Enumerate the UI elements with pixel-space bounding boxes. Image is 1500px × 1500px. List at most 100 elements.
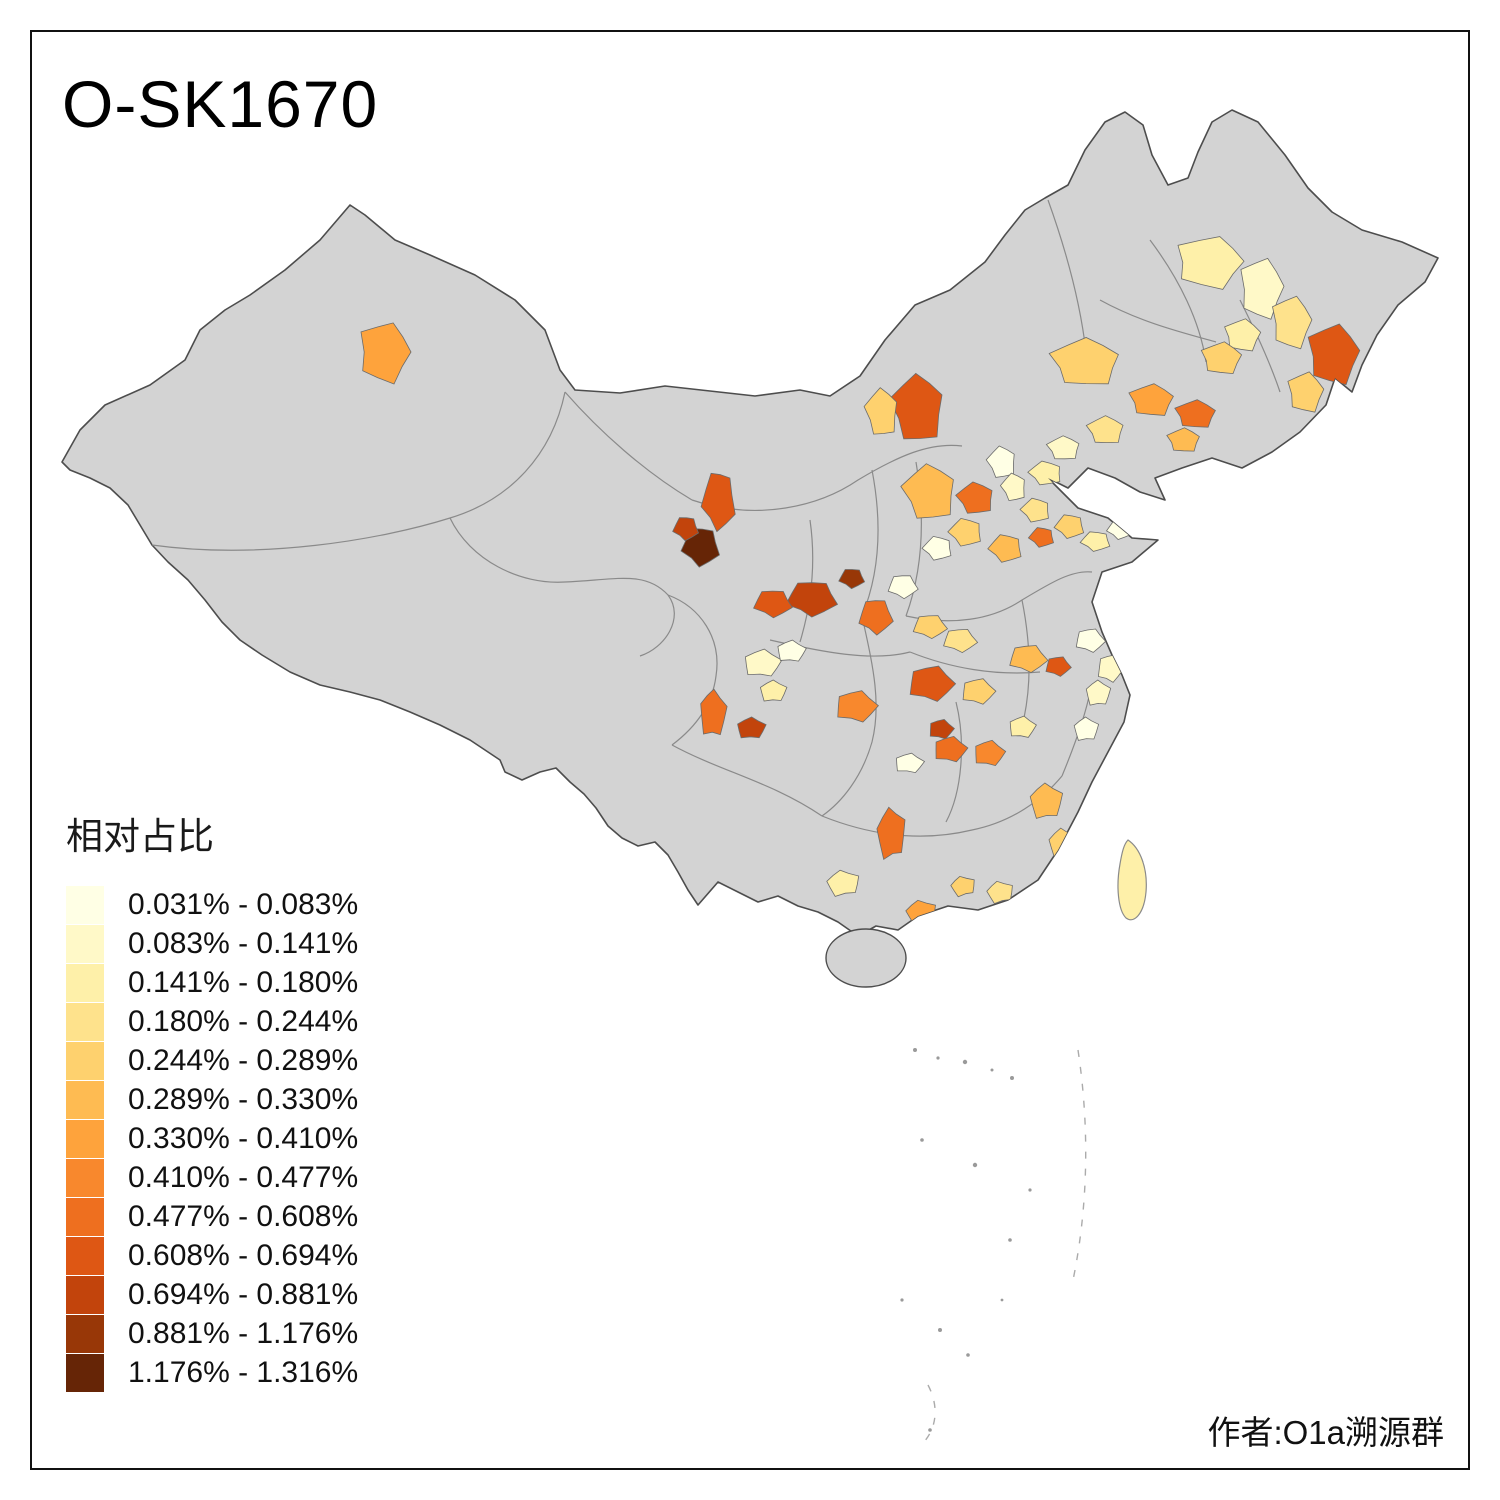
map-region — [1240, 257, 1285, 320]
legend-item: 0.244% - 0.289% — [66, 1042, 358, 1080]
legend-label: 0.477% - 0.608% — [128, 1200, 359, 1233]
legend-item: 0.694% - 0.881% — [66, 1276, 358, 1314]
map-region — [987, 534, 1022, 563]
map-region — [896, 752, 926, 774]
province-borders — [151, 199, 1281, 837]
map-region — [950, 875, 975, 898]
legend-swatch — [66, 1276, 104, 1314]
legend-swatch — [66, 1237, 104, 1275]
legend-item: 0.031% - 0.083% — [66, 886, 358, 924]
map-region — [1166, 427, 1200, 452]
map-region — [1027, 527, 1054, 548]
map-region — [838, 569, 866, 590]
legend-swatch — [66, 1120, 104, 1158]
legend-item: 0.881% - 1.176% — [66, 1315, 358, 1353]
legend-label: 0.083% - 0.141% — [128, 927, 359, 960]
legend-item: 0.289% - 0.330% — [66, 1081, 358, 1119]
map-region — [1009, 645, 1049, 674]
map-region — [672, 517, 699, 542]
legend-item: 0.180% - 0.244% — [66, 1003, 358, 1041]
map-region — [737, 716, 767, 739]
map-region — [1075, 628, 1107, 653]
map-region — [1272, 295, 1313, 350]
legend-label: 1.176% - 1.316% — [128, 1356, 359, 1389]
legend-item: 0.083% - 0.141% — [66, 925, 358, 963]
legend-swatch — [66, 1081, 104, 1119]
map-region — [975, 739, 1007, 767]
map-region — [1029, 782, 1064, 819]
map-region — [837, 690, 879, 723]
map-region — [1224, 318, 1262, 352]
legend-swatch — [66, 1315, 104, 1353]
map-region — [700, 472, 736, 533]
legend-swatch — [66, 886, 104, 924]
map-region — [929, 718, 955, 740]
south-china-sea-dashes — [921, 1049, 1087, 1445]
map-region — [1177, 236, 1245, 290]
map-region — [360, 322, 412, 385]
legend-label: 0.330% - 0.410% — [128, 1122, 359, 1155]
legend-swatch — [66, 1042, 104, 1080]
legend-swatch — [66, 1003, 104, 1041]
legend-item: 0.330% - 0.410% — [66, 1120, 358, 1158]
legend-label: 0.244% - 0.289% — [128, 1044, 359, 1077]
map-region — [1048, 337, 1119, 385]
legend-swatch — [66, 964, 104, 1002]
map-region — [985, 445, 1015, 478]
map-region — [943, 628, 979, 654]
legend-swatch — [66, 1198, 104, 1236]
taiwan-island — [1117, 839, 1147, 921]
map-region — [935, 735, 969, 763]
map-region — [863, 387, 898, 435]
map-region — [1085, 415, 1124, 444]
map-region — [826, 869, 860, 897]
map-region — [1009, 715, 1037, 738]
map-region — [1019, 497, 1049, 523]
map-region — [1053, 514, 1085, 539]
legend-item: 0.410% - 0.477% — [66, 1159, 358, 1197]
legend-swatch — [66, 925, 104, 963]
legend-item: 1.176% - 1.316% — [66, 1354, 358, 1392]
map-region — [962, 678, 997, 705]
map-region — [1045, 435, 1080, 460]
map-region — [785, 582, 839, 618]
map-region — [1085, 679, 1112, 706]
map-region — [955, 481, 993, 514]
map-region — [744, 648, 783, 677]
map-region — [900, 463, 954, 519]
map-region — [858, 600, 894, 636]
map-region — [921, 535, 952, 561]
map-region — [1128, 383, 1174, 416]
hainan-island — [825, 928, 907, 988]
map-region — [909, 665, 957, 702]
map-region — [912, 615, 949, 640]
page-title: O-SK1670 — [62, 67, 379, 141]
legend-label: 0.694% - 0.881% — [128, 1278, 359, 1311]
legend-label: 0.180% - 0.244% — [128, 1005, 359, 1038]
map-region — [1045, 656, 1072, 677]
map-region — [1027, 460, 1061, 486]
map-region — [1073, 716, 1100, 741]
map-region — [1079, 531, 1111, 552]
south-china-sea-islands — [900, 1048, 1032, 1432]
legend-items: 0.031% - 0.083% 0.083% - 0.141% 0.141% - 0… — [66, 886, 358, 1392]
legend-label: 0.410% - 0.477% — [128, 1161, 359, 1194]
map-patches — [360, 236, 1361, 925]
legend: 相对占比 0.031% - 0.083% 0.083% - 0.141% 0.141… — [66, 806, 358, 1393]
map-region — [1082, 809, 1106, 835]
map-region — [759, 679, 788, 702]
attribution: 作者:O1a溯源群 — [1207, 1414, 1444, 1451]
legend-label: 0.141% - 0.180% — [128, 966, 359, 999]
map-region — [1287, 371, 1325, 413]
map-region — [1200, 341, 1243, 375]
legend-label: 0.608% - 0.694% — [128, 1239, 359, 1272]
map-region — [1174, 399, 1216, 428]
map-region — [753, 590, 793, 619]
map-region — [999, 472, 1025, 502]
legend-item: 0.608% - 0.694% — [66, 1237, 358, 1275]
legend-label: 0.031% - 0.083% — [128, 888, 359, 921]
map-region — [986, 880, 1013, 905]
map-region — [700, 688, 728, 736]
